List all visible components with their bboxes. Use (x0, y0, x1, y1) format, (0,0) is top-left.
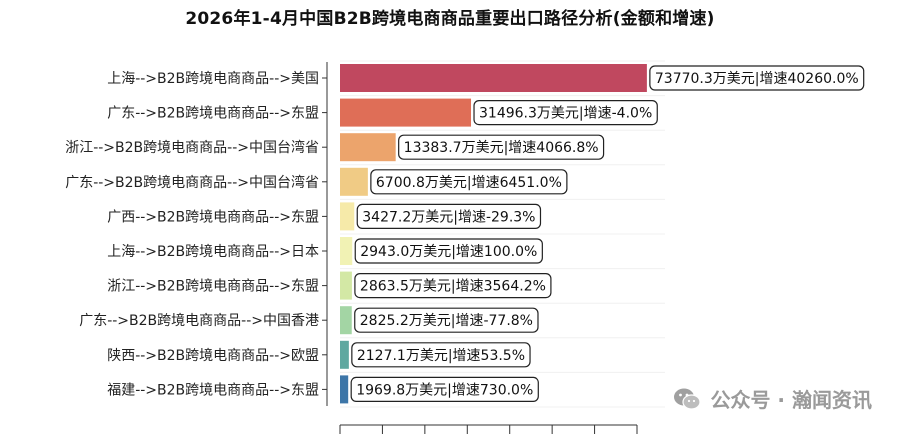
data-label: 2825.2万美元|增速-77.8% (360, 313, 533, 329)
bar (340, 64, 647, 92)
category-label: 广西-->B2B跨境电商商品-->东盟 (107, 209, 319, 225)
bar (340, 271, 352, 300)
category-label: 陕西-->B2B跨境电商商品-->欧盟 (107, 348, 319, 364)
category-label: 福建-->B2B跨境电商商品-->东盟 (107, 382, 319, 398)
category-label: 浙江-->B2B跨境电商商品-->中国台湾省 (65, 139, 319, 156)
data-label: 3427.2万美元|增速-29.3% (362, 209, 535, 225)
data-label-box (473, 99, 658, 126)
category-label: 广东-->B2B跨境电商商品-->东盟 (107, 106, 319, 122)
label-layer: 上海-->B2B跨境电商商品-->美国 73770.3万美元|增速40260.0%… (65, 65, 865, 402)
data-label-box (649, 65, 865, 91)
data-label-box (354, 307, 539, 333)
data-label: 73770.3万美元|增速40260.0% (655, 71, 859, 87)
bar (340, 133, 396, 162)
category-label: 广东-->B2B跨境电商商品-->中国台湾省 (65, 174, 319, 191)
data-label: 2943.0万美元|增速100.0% (360, 244, 537, 260)
data-label-box (356, 203, 542, 229)
category-label: 上海-->B2B跨境电商商品-->美国 (107, 71, 319, 87)
bar (340, 340, 349, 369)
bar (340, 306, 352, 335)
data-label: 6700.8万美元|增速6451.0% (376, 175, 562, 191)
data-label-box (398, 134, 605, 160)
data-label: 31496.3万美元|增速-4.0% (479, 106, 652, 122)
bar (340, 375, 349, 404)
category-label: 浙江-->B2B跨境电商商品-->东盟 (107, 279, 319, 295)
bar (340, 98, 472, 127)
wechat-icon (674, 388, 702, 410)
bar (340, 167, 368, 196)
bar (340, 202, 355, 231)
watermark-text: 公众号 · 瀚闻资讯 (710, 388, 872, 412)
category-label: 上海-->B2B跨境电商商品-->日本 (107, 244, 319, 260)
grid-layer (340, 60, 665, 408)
bar (340, 237, 353, 265)
bar-layer (340, 64, 647, 404)
data-label-box (354, 273, 552, 299)
chart-title: 2026年1-4月中国B2B跨境电商商品重要出口路径分析(金额和增速) (185, 9, 715, 29)
category-label: 广东-->B2B跨境电商商品-->中国香港 (79, 313, 319, 329)
data-label-box (354, 238, 543, 264)
data-label: 2127.1万美元|增速53.5% (357, 348, 525, 364)
data-label: 13383.7万美元|增速4066.8% (404, 140, 599, 156)
data-label-box (370, 169, 568, 195)
data-label-box (351, 342, 531, 368)
watermark: 公众号 · 瀚闻资讯 (672, 384, 872, 413)
axis-layer (322, 62, 638, 434)
data-label: 2863.5万美元|增速3564.2% (360, 279, 546, 295)
data-label-box (350, 376, 539, 402)
data-label: 1969.8万美元|增速730.0% (356, 382, 533, 398)
